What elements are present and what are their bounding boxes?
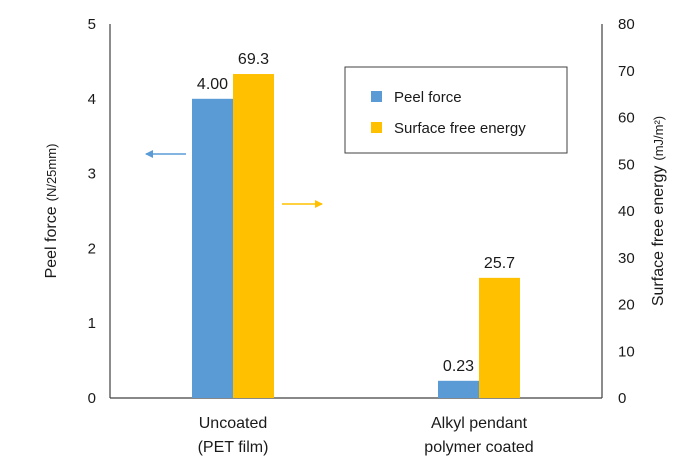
legend-box: [344, 66, 568, 154]
right-tick-label: 40: [618, 203, 635, 220]
left-axis-title: Peel force(N/25mm): [43, 144, 60, 279]
bar-surface-free-energy: [233, 74, 274, 399]
category-label-line2: polymer coated: [424, 439, 533, 456]
left-tick-label: 5: [88, 16, 96, 33]
left-tick-label: 0: [88, 390, 96, 407]
right-axis-title: Surface free energy(mJ/m²): [650, 116, 667, 306]
bar-surface-free-energy: [479, 277, 520, 398]
right-tick-label: 80: [618, 16, 635, 33]
left-tick-label: 2: [88, 240, 96, 257]
data-label-surface-free-energy: 69.3: [238, 51, 269, 68]
right-tick-label: 20: [618, 297, 635, 314]
legend-label-surface-free-energy: Surface free energy: [394, 120, 526, 137]
left-axis-ticks: 0 1 2 3 4 5: [88, 16, 96, 407]
right-tick-label: 70: [618, 63, 635, 80]
category-label-line1: Alkyl pendant: [431, 415, 528, 432]
data-label-peel-force: 0.23: [443, 358, 474, 375]
category-label-line1: Uncoated: [199, 415, 268, 432]
left-tick-label: 4: [88, 91, 96, 108]
right-tick-label: 0: [618, 390, 626, 407]
left-tick-label: 1: [88, 315, 96, 332]
right-tick-label: 60: [618, 110, 635, 127]
data-label-surface-free-energy: 25.7: [484, 255, 515, 272]
category-label-line2: (PET film): [198, 439, 269, 456]
right-tick-label: 30: [618, 250, 635, 267]
legend: Peel force Surface free energy: [344, 66, 568, 154]
right-axis-ticks: 0 10 20 30 40 50 60 70 80: [618, 16, 635, 407]
right-tick-label: 50: [618, 156, 635, 173]
legend-swatch-surface-free-energy: [371, 122, 382, 133]
legend-swatch-peel-force: [371, 91, 382, 102]
left-tick-label: 3: [88, 166, 96, 183]
bars: 4.00 69.3 0.23 25.7: [192, 51, 520, 399]
bar-peel-force: [438, 380, 479, 398]
right-tick-label: 10: [618, 343, 635, 360]
legend-label-peel-force: Peel force: [394, 89, 462, 106]
bar-peel-force: [192, 98, 233, 399]
data-label-peel-force: 4.00: [197, 76, 228, 93]
category-labels: Uncoated (PET film) Alkyl pendant polymer c…: [198, 415, 534, 456]
